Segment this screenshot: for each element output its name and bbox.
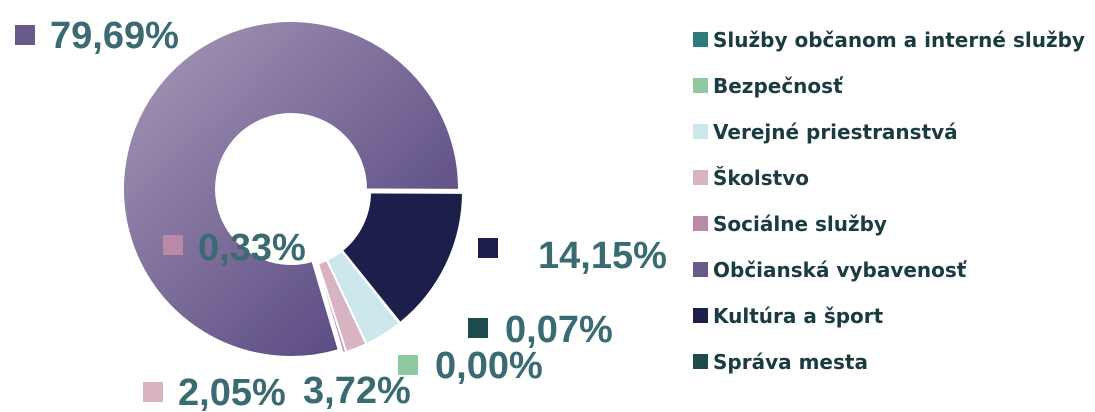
legend-label: Kultúra a šport bbox=[713, 304, 884, 328]
legend-swatch bbox=[693, 78, 708, 93]
value-label: 79,69% bbox=[50, 15, 179, 57]
label-swatch bbox=[15, 25, 35, 45]
legend-swatch bbox=[693, 124, 708, 139]
donut-slice bbox=[315, 262, 348, 355]
legend-label: Bezpečnosť bbox=[713, 74, 844, 98]
donut-slice bbox=[122, 20, 461, 358]
legend-label: Služby občanom a interné služby bbox=[713, 28, 1085, 52]
label-swatch bbox=[163, 235, 183, 255]
label-swatch bbox=[398, 355, 418, 375]
value-label: 0,00% bbox=[435, 345, 543, 387]
value-label: 14,15% bbox=[538, 235, 667, 277]
label-swatch bbox=[468, 318, 488, 338]
value-label: 3,72% bbox=[303, 370, 411, 412]
value-label: 0,07% bbox=[505, 309, 613, 351]
legend-swatch bbox=[693, 216, 708, 231]
legend-swatch bbox=[693, 170, 708, 185]
legend-swatch bbox=[693, 32, 708, 47]
legend-swatch bbox=[693, 308, 708, 323]
legend-label: Správa mesta bbox=[713, 350, 868, 374]
value-label: 2,05% bbox=[178, 372, 286, 412]
label-swatch bbox=[143, 382, 163, 402]
legend-swatch bbox=[693, 354, 708, 369]
donut-slice bbox=[340, 249, 402, 325]
value-label: 0,33% bbox=[198, 227, 306, 269]
legend-label: Sociálne služby bbox=[713, 212, 887, 236]
label-swatch bbox=[478, 238, 498, 258]
legend-label: Občianská vybavenosť bbox=[713, 258, 968, 282]
legend-label: Verejné priestranstvá bbox=[713, 120, 958, 144]
legend-label: Školstvo bbox=[713, 166, 809, 190]
legend-swatch bbox=[693, 262, 708, 277]
